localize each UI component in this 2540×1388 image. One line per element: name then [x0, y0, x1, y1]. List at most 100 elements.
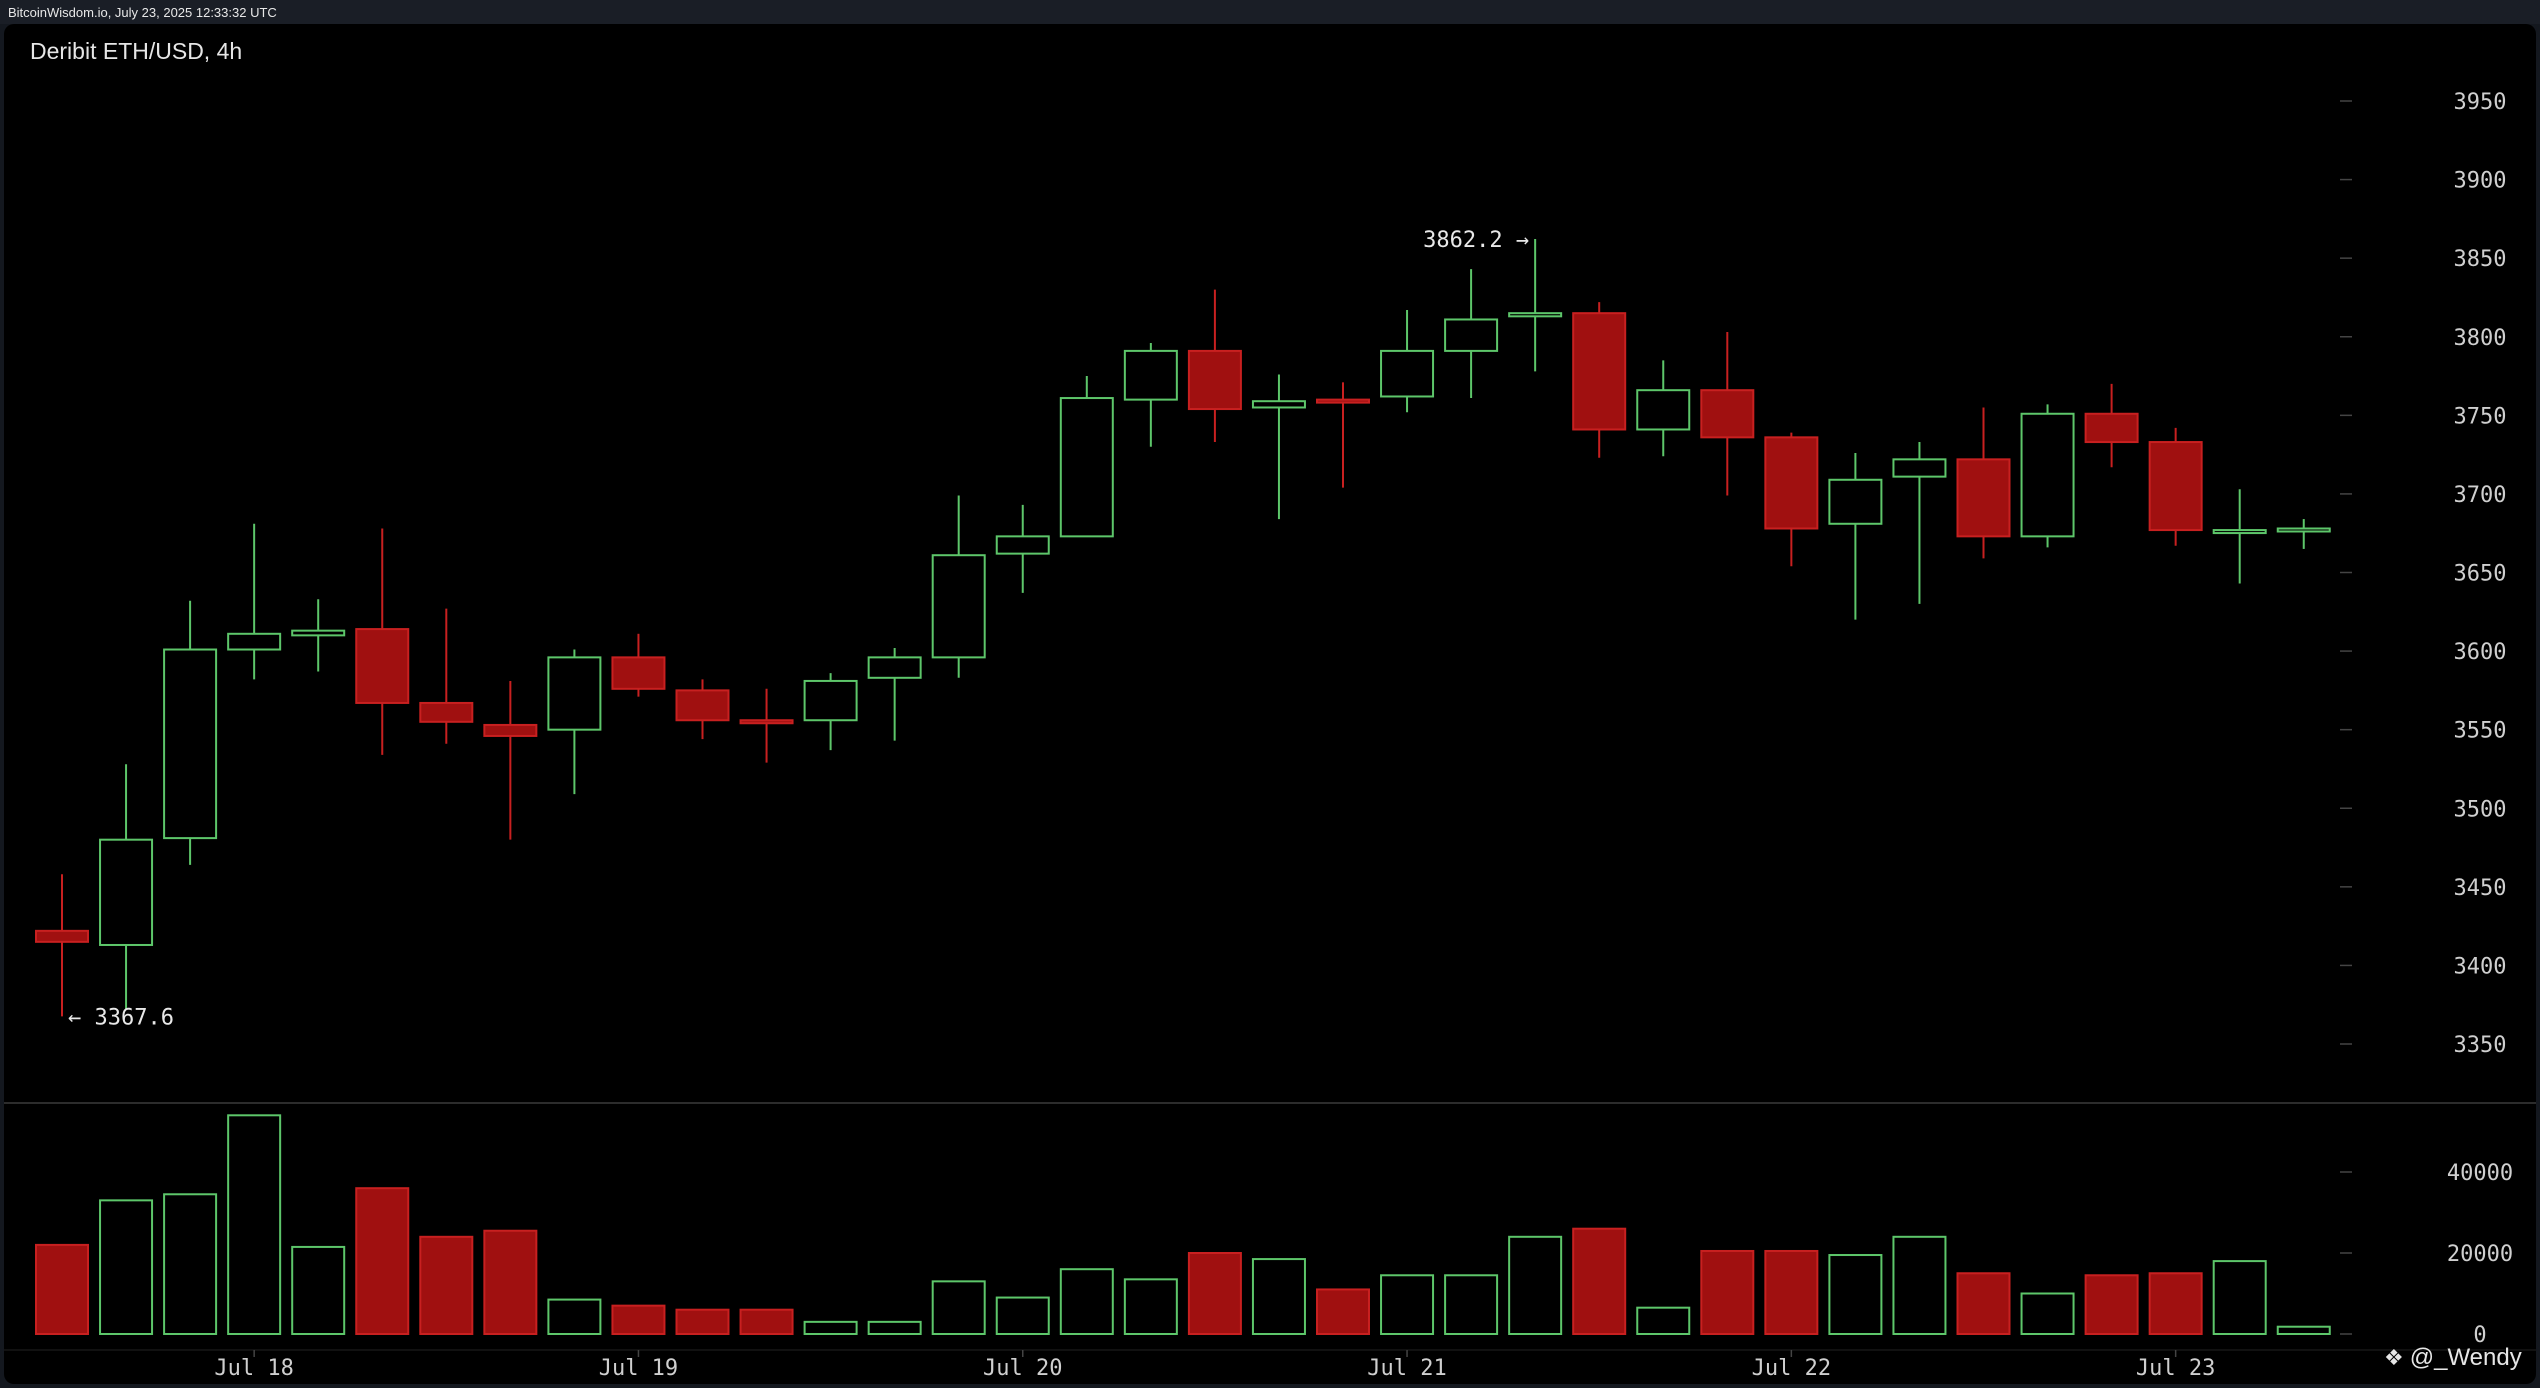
volume-bar-down — [419, 1235, 474, 1336]
volume-bar-down — [1316, 1288, 1370, 1335]
date-tick-label: Jul 19 — [599, 1356, 678, 1381]
volume-bar-up — [931, 1280, 986, 1335]
diamond-logo-icon: ❖ — [2384, 1345, 2404, 1370]
candle-body-down — [35, 929, 89, 943]
volume-bar-down — [483, 1229, 538, 1335]
candle-body-up — [931, 554, 986, 659]
candle-body-up — [867, 656, 922, 679]
volume-bar-down — [2084, 1274, 2139, 1336]
date-tick-label: Jul 22 — [1752, 1356, 1831, 1381]
candle-body-up — [547, 656, 602, 731]
candle-body-down — [739, 719, 794, 725]
candle-body-down — [2084, 412, 2139, 444]
volume-bar-down — [1572, 1227, 1627, 1335]
candle-body-up — [99, 838, 154, 946]
date-tick-label: Jul 21 — [1367, 1356, 1446, 1381]
price-tick-label: 3750 — [2454, 404, 2507, 429]
volume-bar-down — [739, 1308, 794, 1335]
price-tick-label: 3600 — [2454, 640, 2507, 665]
volume-tick-label: 20000 — [2447, 1242, 2513, 1267]
volume-bar-up — [547, 1298, 602, 1335]
volume-bar-down — [675, 1308, 730, 1335]
volume-bar-down — [1700, 1249, 1755, 1335]
volume-bar-down — [35, 1243, 89, 1336]
volume-bar-up — [995, 1296, 1050, 1336]
price-tick-label: 3400 — [2454, 954, 2507, 979]
price-annotation: 3862.2 → — [1423, 228, 1529, 253]
candle-body-down — [355, 628, 410, 704]
volume-bar-up — [2276, 1325, 2331, 1335]
candle-body-up — [1059, 397, 1114, 538]
candle-body-up — [1828, 478, 1883, 525]
price-tick-label: 3650 — [2454, 562, 2507, 587]
volume-tick-label: 0 — [2473, 1323, 2486, 1348]
candle-body-down — [1572, 312, 1627, 431]
price-tick-label: 3500 — [2454, 797, 2507, 822]
date-tick-label: Jul 23 — [2136, 1356, 2215, 1381]
volume-bar-up — [227, 1114, 282, 1336]
price-tick-label: 3850 — [2454, 247, 2507, 272]
volume-bar-up — [99, 1199, 154, 1335]
volume-bar-up — [2212, 1260, 2267, 1335]
volume-bar-up — [1636, 1306, 1691, 1336]
date-tick-label: Jul 20 — [983, 1356, 1062, 1381]
candle-body-up — [163, 648, 218, 840]
top-status-bar: BitcoinWisdom.io, July 23, 2025 12:33:32… — [0, 0, 2540, 24]
watermark-text: @_Wendy — [2409, 1344, 2522, 1371]
candle-body-up — [1636, 389, 1691, 431]
candle-body-down — [1956, 458, 2011, 538]
price-tick-label: 3550 — [2454, 719, 2507, 744]
price-tick-label: 3900 — [2454, 169, 2507, 194]
volume-bar-up — [1892, 1235, 1947, 1336]
volume-bar-up — [867, 1320, 922, 1335]
volume-bar-up — [803, 1320, 858, 1335]
candle-body-up — [995, 535, 1050, 555]
candle-body-down — [419, 701, 474, 723]
candle-body-up — [1444, 318, 1499, 352]
candle-body-down — [1316, 398, 1370, 404]
candle-body-up — [1380, 349, 1435, 398]
candle-body-down — [1700, 389, 1755, 439]
date-tick-label: Jul 18 — [214, 1356, 293, 1381]
price-tick-label: 3450 — [2454, 876, 2507, 901]
volume-bar-up — [1508, 1235, 1563, 1336]
candle-body-up — [2020, 412, 2075, 538]
price-tick-label: 3950 — [2454, 90, 2507, 115]
candle-body-down — [675, 689, 730, 722]
candlestick-chart: 3350 3400 3450 3500 3550 3600 3650 3700 3750 3800… — [4, 90, 2536, 1381]
price-tick-label: 3350 — [2454, 1033, 2507, 1058]
candle-body-down — [1187, 349, 1242, 411]
candle-body-up — [227, 632, 282, 651]
candle-body-down — [611, 656, 666, 690]
candle-body-up — [1251, 400, 1306, 409]
candle-body-down — [2148, 441, 2203, 532]
candle-body-up — [1123, 349, 1178, 401]
volume-bar-down — [611, 1304, 666, 1336]
source-timestamp: BitcoinWisdom.io, July 23, 2025 12:33:32… — [8, 5, 277, 20]
volume-bar-up — [1251, 1258, 1306, 1335]
price-tick-label: 3800 — [2454, 326, 2507, 351]
candle-body-down — [1764, 436, 1819, 530]
chart-title: Deribit ETH/USD, 4h — [30, 38, 243, 64]
candle-body-down — [483, 723, 538, 737]
candle-body-up — [1892, 458, 1947, 478]
chart-panel: 3350 3400 3450 3500 3550 3600 3650 3700 3750 3800… — [4, 24, 2536, 1384]
volume-bar-down — [1764, 1249, 1819, 1335]
volume-bar-down — [2148, 1272, 2203, 1335]
candle-body-up — [291, 629, 346, 637]
volume-bar-up — [2020, 1292, 2075, 1335]
volume-bar-up — [1444, 1274, 1499, 1336]
volume-bar-down — [1956, 1272, 2011, 1335]
volume-bar-up — [291, 1245, 346, 1336]
volume-bar-up — [1123, 1278, 1178, 1335]
volume-bar-down — [1187, 1252, 1242, 1335]
author-watermark: ❖ @_Wendy — [2384, 1344, 2522, 1372]
candle-body-up — [1508, 312, 1563, 318]
candle-body-up — [2276, 527, 2331, 533]
volume-bar-down — [355, 1187, 410, 1335]
volume-bar-up — [1380, 1274, 1435, 1336]
volume-bar-up — [163, 1193, 218, 1336]
price-tick-label: 3700 — [2454, 483, 2507, 508]
volume-bar-up — [1828, 1254, 1883, 1336]
candle-body-up — [2212, 529, 2267, 535]
